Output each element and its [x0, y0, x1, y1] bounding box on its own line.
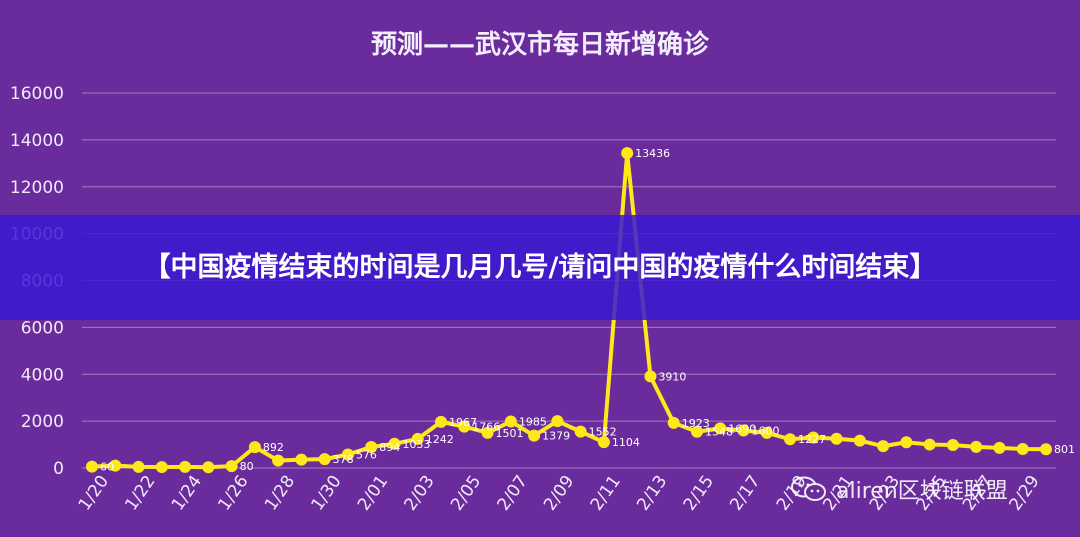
- data-label: 1552: [589, 426, 617, 439]
- data-label: 576: [356, 449, 377, 462]
- data-point: [644, 370, 657, 383]
- y-tick-label: 0: [53, 459, 64, 479]
- data-point: [900, 436, 913, 449]
- data-point: [760, 426, 773, 439]
- data-point: [970, 440, 983, 453]
- data-point: [225, 460, 238, 473]
- data-point: [853, 434, 866, 447]
- data-label: 80: [240, 460, 254, 473]
- data-label: 1501: [496, 427, 524, 440]
- data-point: [458, 420, 471, 433]
- data-point: [341, 448, 354, 461]
- banner-text: 【中国疫情结束的时间是几月几号/请问中国的疫情什么时间结束】: [143, 251, 937, 283]
- data-point: [481, 426, 494, 439]
- watermark-text: aliren区块链联盟: [836, 479, 1008, 504]
- data-label: 3910: [658, 370, 686, 383]
- wechat-icon: [791, 476, 826, 501]
- watermark: aliren区块链联盟: [790, 474, 1008, 504]
- y-tick-label: 16000: [10, 84, 64, 104]
- data-point: [504, 415, 517, 428]
- data-point: [714, 422, 727, 435]
- data-label: 1548: [705, 426, 733, 439]
- data-point: [993, 441, 1006, 454]
- data-label: 894: [379, 441, 400, 454]
- data-point: [248, 441, 261, 454]
- data-point: [86, 460, 98, 473]
- y-tick-label: 4000: [21, 365, 64, 385]
- data-point: [690, 425, 703, 438]
- data-point: [202, 461, 215, 474]
- data-label: 892: [263, 441, 284, 454]
- y-tick-label: 14000: [10, 131, 64, 151]
- data-label: 1766: [472, 421, 500, 434]
- data-label: 1985: [519, 415, 547, 428]
- data-point: [807, 431, 820, 444]
- data-label: 1033: [402, 438, 430, 451]
- data-point: [272, 454, 285, 467]
- data-point: [1040, 443, 1052, 456]
- data-point: [737, 424, 750, 437]
- data-point: [155, 461, 168, 474]
- data-point: [923, 438, 936, 451]
- y-tick-label: 2000: [21, 412, 64, 432]
- data-point: [946, 439, 959, 452]
- data-point: [830, 432, 843, 445]
- data-label: 378: [333, 453, 354, 466]
- data-point: [1016, 443, 1029, 456]
- data-point: [784, 433, 797, 446]
- data-label: 1104: [612, 436, 640, 449]
- y-tick-label: 12000: [10, 178, 64, 198]
- data-point: [179, 460, 192, 473]
- data-point: [435, 415, 448, 428]
- data-label: 1379: [542, 430, 570, 443]
- data-point: [667, 416, 680, 429]
- data-label: 1923: [682, 417, 710, 430]
- data-label: 1600: [752, 425, 780, 438]
- data-point: [295, 453, 308, 466]
- data-label: 1242: [426, 433, 454, 446]
- data-label: 1690: [728, 422, 756, 435]
- chart-title: 预测——武汉市每日新增确诊: [371, 29, 710, 60]
- title-banner: 【中国疫情结束的时间是几月几号/请问中国的疫情什么时间结束】: [0, 215, 1080, 320]
- data-label: 60: [100, 461, 114, 474]
- data-point: [109, 459, 122, 472]
- series-points: [86, 147, 1052, 474]
- data-label: 801: [1054, 443, 1075, 456]
- data-point: [411, 432, 424, 445]
- data-point: [132, 460, 145, 473]
- data-point: [574, 425, 587, 438]
- data-label: 1227: [798, 433, 826, 446]
- data-point: [388, 437, 401, 450]
- data-point: [621, 147, 634, 160]
- data-point: [318, 453, 331, 466]
- y-tick-label: 6000: [21, 318, 64, 338]
- data-point: [528, 429, 541, 442]
- data-point: [551, 415, 564, 428]
- data-point: [597, 436, 610, 449]
- data-label: 1967: [449, 416, 477, 429]
- data-point: [365, 441, 378, 454]
- data-label: 13436: [635, 147, 670, 160]
- data-point: [877, 440, 890, 453]
